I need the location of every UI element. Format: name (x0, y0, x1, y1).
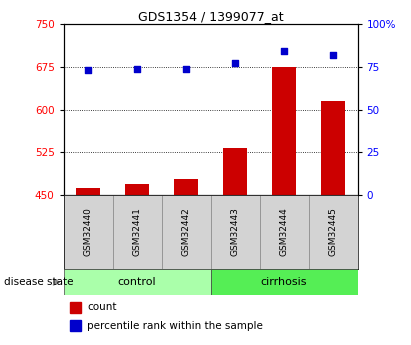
FancyBboxPatch shape (162, 195, 211, 269)
Point (330, 52, 336, 58)
FancyBboxPatch shape (211, 195, 260, 269)
Bar (272, 67, 296, 195)
Bar (125, 184, 150, 195)
Title: GDS1354 / 1399077_at: GDS1354 / 1399077_at (138, 10, 284, 23)
Text: GSM32443: GSM32443 (231, 208, 240, 256)
FancyBboxPatch shape (309, 195, 358, 269)
Text: GSM32444: GSM32444 (279, 208, 289, 256)
Text: GSM32440: GSM32440 (84, 208, 93, 256)
Point (232, 61, 238, 66)
Text: GSM32442: GSM32442 (182, 208, 191, 256)
Text: count: count (87, 302, 117, 312)
Text: disease state: disease state (4, 277, 74, 287)
Bar (223, 148, 247, 195)
Bar (69, 302, 81, 313)
Text: GSM32445: GSM32445 (328, 208, 337, 256)
Text: percentile rank within the sample: percentile rank within the sample (87, 321, 263, 331)
Text: GSM32441: GSM32441 (133, 208, 142, 256)
Bar (321, 101, 345, 195)
Point (183, 66, 189, 71)
FancyBboxPatch shape (260, 195, 309, 269)
Point (134, 66, 141, 71)
FancyBboxPatch shape (211, 269, 358, 295)
Point (281, 49, 287, 54)
Point (85, 68, 92, 73)
FancyBboxPatch shape (64, 195, 113, 269)
Bar (76, 188, 100, 195)
Bar (69, 320, 81, 331)
Bar (174, 179, 199, 195)
Text: control: control (118, 277, 157, 287)
Text: cirrhosis: cirrhosis (261, 277, 307, 287)
FancyBboxPatch shape (113, 195, 162, 269)
FancyBboxPatch shape (64, 269, 211, 295)
